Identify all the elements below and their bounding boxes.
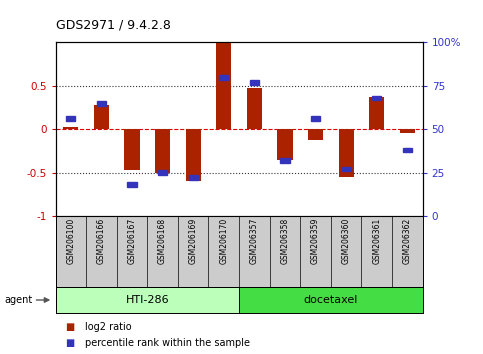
Text: GSM206358: GSM206358	[281, 218, 289, 264]
Bar	[372, 96, 382, 101]
Text: GSM206166: GSM206166	[97, 218, 106, 264]
Bar	[239, 287, 423, 313]
Text: agent: agent	[5, 295, 33, 305]
Bar	[66, 116, 75, 121]
Bar	[247, 88, 262, 129]
Bar	[400, 129, 415, 133]
Text: GSM206361: GSM206361	[372, 218, 381, 264]
Bar	[125, 129, 140, 170]
Text: HTI-286: HTI-286	[126, 295, 169, 305]
Bar	[369, 97, 384, 129]
Text: ■: ■	[65, 322, 74, 332]
Bar	[308, 129, 323, 141]
Bar	[185, 129, 201, 181]
Text: GSM206359: GSM206359	[311, 218, 320, 264]
Bar	[250, 80, 259, 85]
Text: GSM206357: GSM206357	[250, 218, 259, 264]
Bar	[339, 129, 354, 177]
Text: docetaxel: docetaxel	[304, 295, 358, 305]
Bar	[216, 42, 231, 129]
Text: GSM206100: GSM206100	[66, 218, 75, 264]
Text: GSM206169: GSM206169	[189, 218, 198, 264]
Bar	[56, 287, 239, 313]
Text: ■: ■	[65, 338, 74, 348]
Text: GSM206167: GSM206167	[128, 218, 137, 264]
Bar	[311, 116, 320, 121]
Text: percentile rank within the sample: percentile rank within the sample	[85, 338, 250, 348]
Bar	[56, 287, 239, 313]
Text: GSM206362: GSM206362	[403, 218, 412, 264]
Bar	[155, 129, 170, 172]
Bar	[128, 182, 137, 187]
Text: GSM206170: GSM206170	[219, 218, 228, 264]
Text: GSM206168: GSM206168	[158, 218, 167, 264]
Bar	[341, 167, 351, 171]
Text: GSM206360: GSM206360	[341, 218, 351, 264]
Bar	[403, 148, 412, 153]
Bar	[239, 287, 423, 313]
Bar	[63, 127, 78, 129]
Bar	[94, 105, 109, 129]
Text: GDS2971 / 9.4.2.8: GDS2971 / 9.4.2.8	[56, 19, 170, 32]
Bar	[97, 101, 106, 105]
Bar	[188, 175, 198, 180]
Bar	[158, 170, 167, 175]
Bar	[219, 75, 228, 80]
Bar	[277, 129, 293, 160]
Bar	[280, 158, 290, 163]
Text: log2 ratio: log2 ratio	[85, 322, 131, 332]
